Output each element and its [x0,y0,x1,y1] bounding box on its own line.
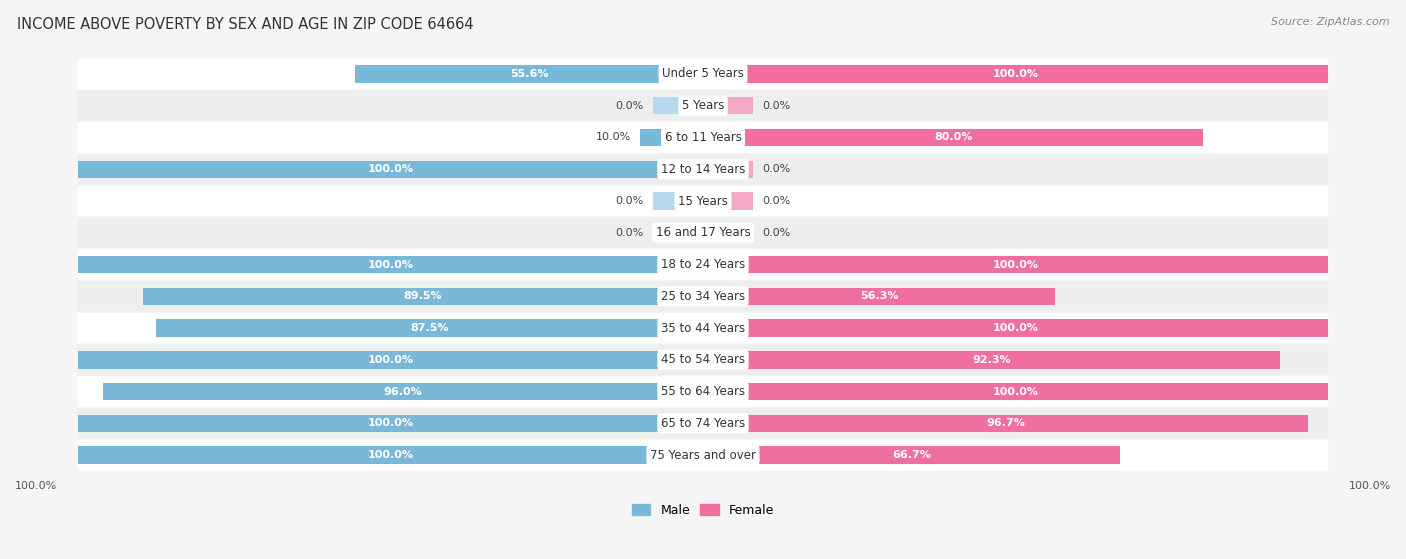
FancyBboxPatch shape [77,249,1329,280]
Bar [703,447,1121,464]
Bar [703,383,1329,400]
Text: 0.0%: 0.0% [616,228,644,238]
Bar [77,415,703,432]
Text: 0.0%: 0.0% [762,164,790,174]
FancyBboxPatch shape [77,217,1329,248]
Text: INCOME ABOVE POVERTY BY SEX AND AGE IN ZIP CODE 64664: INCOME ABOVE POVERTY BY SEX AND AGE IN Z… [17,17,474,32]
FancyBboxPatch shape [77,186,1329,216]
Text: 100.0%: 100.0% [993,259,1039,269]
FancyBboxPatch shape [77,154,1329,184]
Bar [77,447,703,464]
Text: 66.7%: 66.7% [893,450,931,460]
Text: 100.0%: 100.0% [367,418,413,428]
Text: 0.0%: 0.0% [762,101,790,111]
Text: 6 to 11 Years: 6 to 11 Years [665,131,741,144]
Text: 0.0%: 0.0% [616,196,644,206]
Text: 80.0%: 80.0% [934,132,973,143]
Text: 92.3%: 92.3% [973,355,1011,365]
Text: Under 5 Years: Under 5 Years [662,68,744,80]
Bar [77,351,703,368]
Bar [356,65,703,83]
Bar [103,383,703,400]
Text: 96.0%: 96.0% [384,387,422,396]
Bar [703,160,754,178]
Text: 65 to 74 Years: 65 to 74 Years [661,417,745,430]
Text: 56.3%: 56.3% [860,291,898,301]
Bar [703,65,1329,83]
Text: 100.0%: 100.0% [367,259,413,269]
Text: 87.5%: 87.5% [411,323,449,333]
Bar [143,287,703,305]
Bar [77,256,703,273]
Text: 100.0%: 100.0% [367,450,413,460]
Bar [652,224,703,241]
Bar [703,256,1329,273]
FancyBboxPatch shape [77,313,1329,343]
Text: 0.0%: 0.0% [762,196,790,206]
Text: 45 to 54 Years: 45 to 54 Years [661,353,745,366]
Bar [652,97,703,115]
Text: 18 to 24 Years: 18 to 24 Years [661,258,745,271]
Bar [156,319,703,337]
Bar [652,192,703,210]
Text: 10.0%: 10.0% [596,132,631,143]
Bar [703,97,754,115]
Text: 25 to 34 Years: 25 to 34 Years [661,290,745,303]
Text: 100.0%: 100.0% [993,69,1039,79]
FancyBboxPatch shape [77,122,1329,153]
Bar [703,224,754,241]
FancyBboxPatch shape [77,408,1329,439]
Bar [77,160,703,178]
FancyBboxPatch shape [77,376,1329,407]
Text: 15 Years: 15 Years [678,195,728,207]
Bar [703,319,1329,337]
FancyBboxPatch shape [77,91,1329,121]
Text: 55 to 64 Years: 55 to 64 Years [661,385,745,398]
Text: 100.0%: 100.0% [993,387,1039,396]
Text: 100.0%: 100.0% [993,323,1039,333]
Text: 100.0%: 100.0% [367,164,413,174]
FancyBboxPatch shape [77,440,1329,470]
Text: 100.0%: 100.0% [367,355,413,365]
Legend: Male, Female: Male, Female [627,499,779,522]
Text: 89.5%: 89.5% [404,291,443,301]
Text: 55.6%: 55.6% [510,69,548,79]
Text: 75 Years and over: 75 Years and over [650,449,756,462]
FancyBboxPatch shape [77,344,1329,375]
Bar [703,129,1204,146]
Text: 5 Years: 5 Years [682,99,724,112]
Bar [703,192,754,210]
Text: 0.0%: 0.0% [616,101,644,111]
Text: 100.0%: 100.0% [1348,481,1391,491]
Bar [641,129,703,146]
Bar [703,351,1281,368]
Bar [703,287,1054,305]
Text: 16 and 17 Years: 16 and 17 Years [655,226,751,239]
Bar [703,415,1308,432]
Text: 96.7%: 96.7% [986,418,1025,428]
Text: 100.0%: 100.0% [15,481,58,491]
Text: 12 to 14 Years: 12 to 14 Years [661,163,745,176]
FancyBboxPatch shape [77,59,1329,89]
Text: 35 to 44 Years: 35 to 44 Years [661,321,745,335]
Text: Source: ZipAtlas.com: Source: ZipAtlas.com [1271,17,1389,27]
FancyBboxPatch shape [77,281,1329,311]
Text: 0.0%: 0.0% [762,228,790,238]
